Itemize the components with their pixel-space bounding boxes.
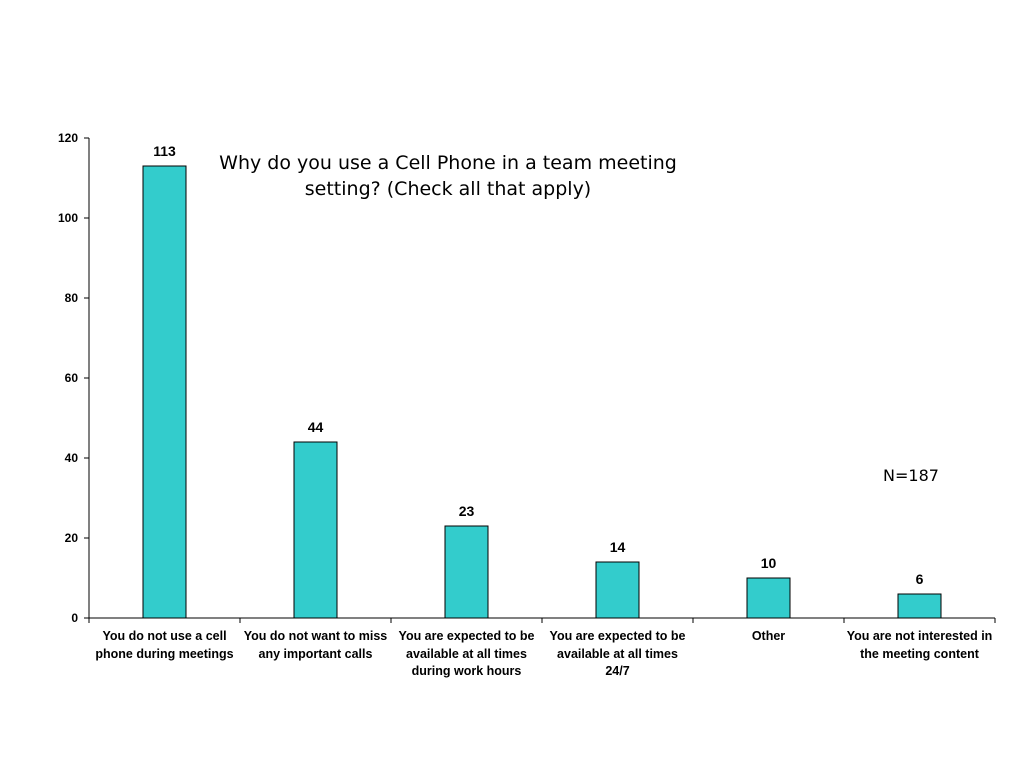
bar [293,441,338,619]
bar [746,577,791,619]
y-tick-label: 20 [65,531,79,545]
bar [142,165,187,619]
y-tick-label: 120 [58,131,78,145]
y-tick-label: 0 [71,611,78,625]
x-tick-label: You are expected to be available at all … [398,629,535,678]
y-tick-label: 40 [65,451,79,465]
bar [595,561,640,619]
y-tick-label: 100 [58,211,78,225]
y-tick-label: 60 [65,371,79,385]
x-tick-label: Other [751,629,786,643]
x-tick-label: You are expected to be available at all … [549,629,686,678]
data-label: 113 [153,143,176,159]
bar [897,593,942,619]
bars [142,165,942,619]
data-label: 14 [610,539,626,555]
bar [444,525,489,619]
data-labels: 113 44 23 14 10 6 [153,143,923,587]
axes: 0 20 40 60 80 100 120 [58,131,996,625]
data-label: 44 [308,419,324,435]
x-tick-label: You do not use a cell phone during meeti… [95,629,234,661]
data-label: 23 [459,503,475,519]
sample-size-annotation: N=187 [883,466,939,485]
x-tick-label: You do not want to miss any important ca… [243,629,388,661]
x-tick-label: You are not interested in the meeting co… [846,629,993,661]
y-tick-label: 80 [65,291,79,305]
data-label: 10 [761,555,777,571]
chart-title: Why do you use a Cell Phone in a team me… [219,152,677,200]
data-label: 6 [916,571,924,587]
